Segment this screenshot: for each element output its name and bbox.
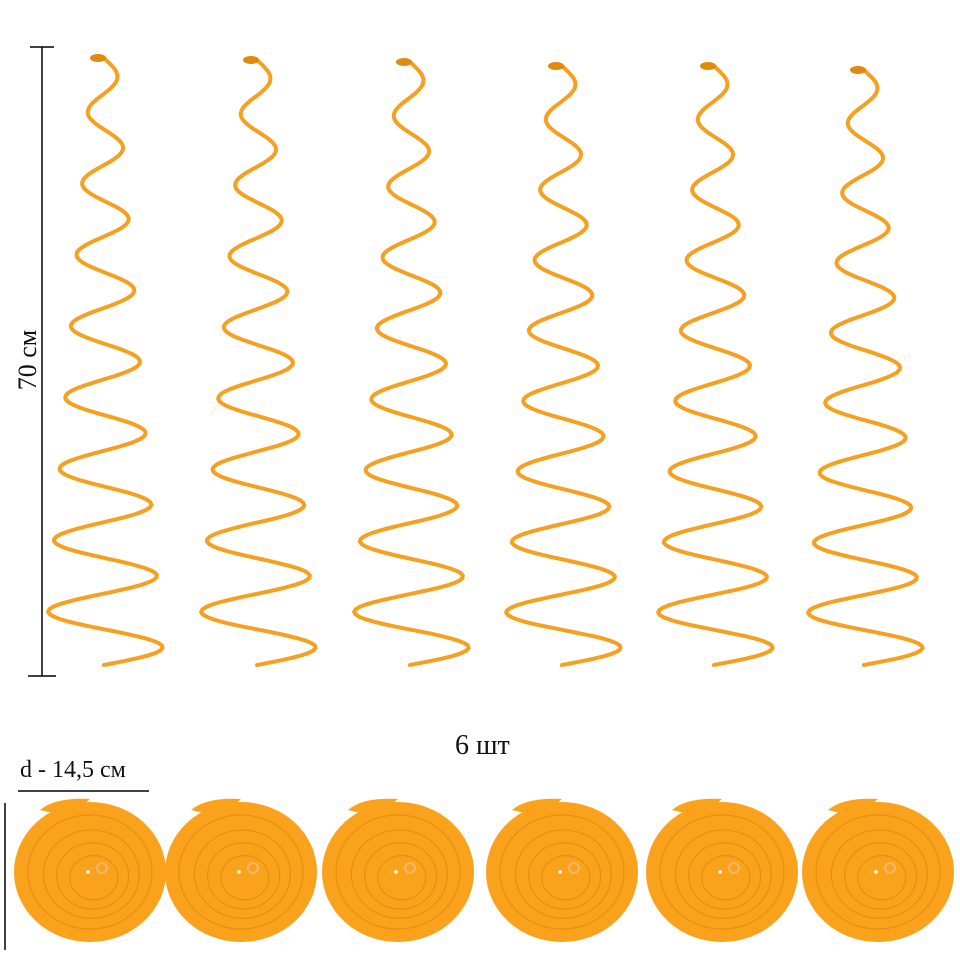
hanging-loop bbox=[247, 862, 259, 874]
hanging-spiral bbox=[351, 58, 471, 667]
folded-spiral-disk bbox=[486, 798, 638, 942]
folded-spiral-disk bbox=[802, 798, 954, 942]
spiral-ribbon bbox=[351, 60, 471, 667]
spiral-ribbon bbox=[45, 56, 165, 667]
spiral-top-tab bbox=[700, 62, 716, 70]
spiral-top-tab bbox=[396, 58, 412, 66]
hanging-spiral bbox=[45, 54, 165, 667]
spiral-ribbon bbox=[655, 64, 775, 667]
hanging-loop bbox=[96, 862, 108, 874]
spiral-top-tab bbox=[90, 54, 106, 62]
height-label: 70 см bbox=[13, 329, 42, 391]
hanging-spiral bbox=[503, 62, 623, 667]
height-measure-line bbox=[28, 46, 56, 677]
diameter-label: d - 14,5 см bbox=[20, 757, 126, 783]
hanging-spiral bbox=[198, 56, 318, 667]
spiral-ribbon bbox=[503, 64, 623, 667]
spiral-top-tab bbox=[243, 56, 259, 64]
hanging-loop bbox=[404, 862, 416, 874]
folded-spiral-disk bbox=[646, 798, 798, 942]
spiral-top-tab bbox=[850, 66, 866, 74]
spiral-top-tab bbox=[548, 62, 564, 70]
hanging-loop bbox=[568, 862, 580, 874]
folded-spiral-disk bbox=[322, 798, 474, 942]
count-label: 6 шт bbox=[455, 730, 510, 761]
hanging-spiral bbox=[805, 66, 925, 667]
folded-spiral-disk bbox=[14, 798, 166, 942]
hanging-loop bbox=[728, 862, 740, 874]
hanging-loop bbox=[884, 862, 896, 874]
hanging-spiral bbox=[655, 62, 775, 667]
folded-spiral-disk bbox=[165, 798, 317, 942]
spiral-ribbon bbox=[805, 68, 925, 667]
spiral-ribbon bbox=[198, 58, 318, 667]
